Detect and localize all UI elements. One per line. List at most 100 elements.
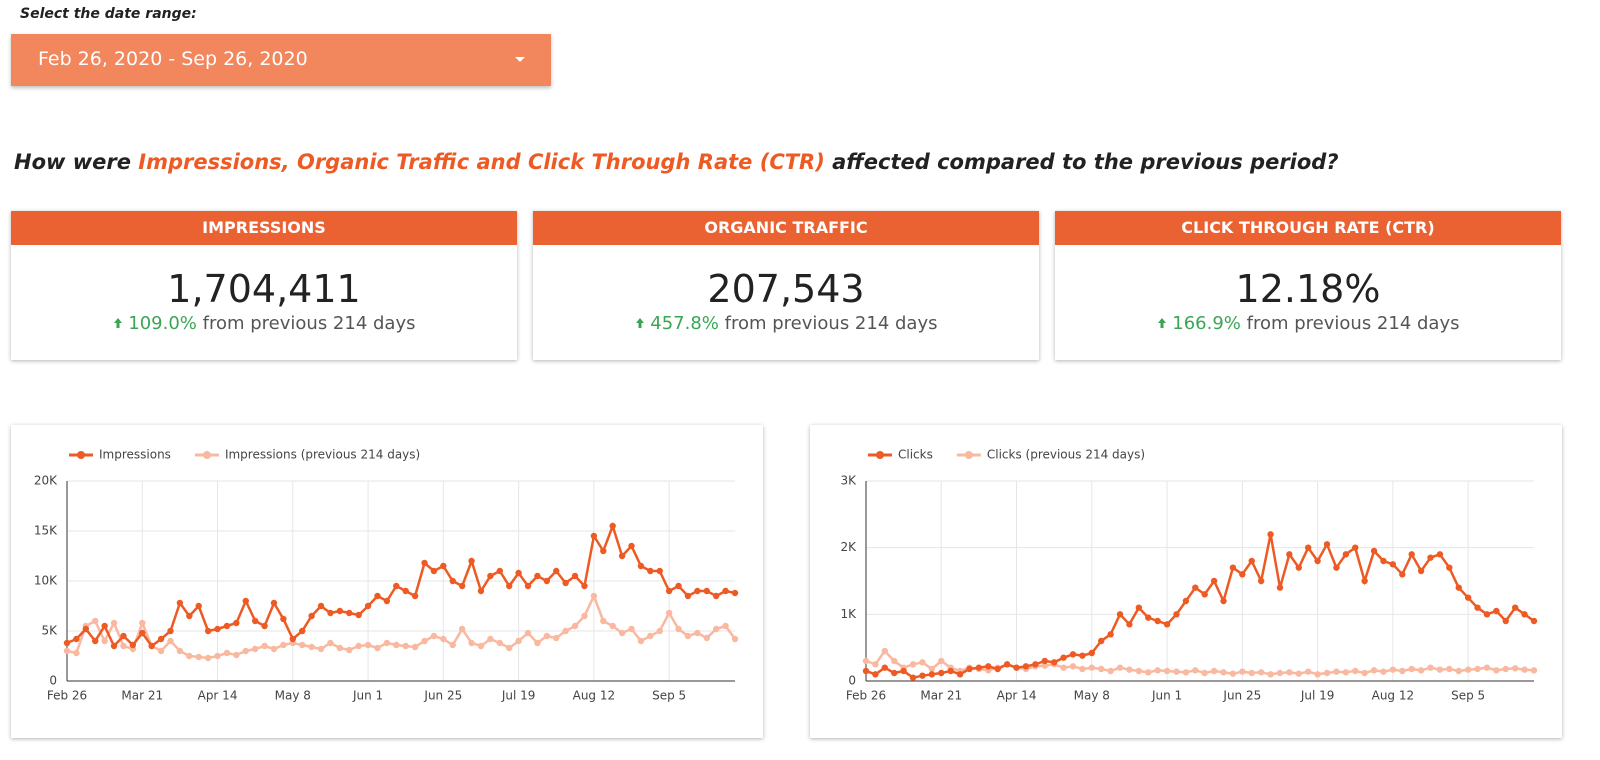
- point: [176, 599, 184, 607]
- point: [73, 649, 80, 657]
- change-comparison: from previous 214 days: [202, 313, 416, 334]
- point: [280, 641, 287, 649]
- point: [881, 664, 889, 671]
- point: [1408, 665, 1415, 673]
- point: [195, 653, 202, 661]
- scorecard-value: 207,543: [707, 267, 865, 311]
- point: [308, 643, 315, 651]
- chart-card: 0 5K 10K 15K 20K Feb 26 Mar 21 Apr 14 May 8 Jun 1…: [11, 425, 763, 738]
- point: [402, 642, 409, 650]
- point: [327, 639, 334, 647]
- point: [1126, 621, 1133, 628]
- question-text: How were: [14, 150, 131, 174]
- point: [712, 592, 720, 600]
- point: [628, 625, 635, 633]
- point: [618, 552, 626, 560]
- point: [1399, 571, 1406, 578]
- up-arrow: [113, 318, 122, 328]
- point: [553, 567, 560, 575]
- point: [1003, 661, 1011, 668]
- point: [242, 597, 249, 605]
- point: [534, 572, 541, 580]
- point: [167, 627, 174, 635]
- point: [204, 654, 212, 662]
- point: [1107, 667, 1114, 675]
- scorecard-change: 109.0% from previous 214 days: [11, 313, 517, 334]
- point: [891, 657, 898, 665]
- point: [731, 589, 739, 597]
- point: [656, 627, 663, 635]
- point: [543, 632, 551, 640]
- point: [214, 625, 221, 633]
- point: [872, 671, 879, 678]
- point: [919, 659, 926, 666]
- point: [1427, 664, 1434, 671]
- point: [919, 672, 926, 679]
- point: [1079, 665, 1086, 673]
- y-tick-label: 20K: [34, 474, 58, 488]
- point: [1380, 557, 1387, 565]
- point: [731, 635, 739, 643]
- point: [581, 582, 588, 590]
- point: [928, 671, 936, 678]
- point: [1286, 551, 1293, 558]
- legend-label: Clicks: [898, 448, 933, 462]
- point: [233, 619, 240, 627]
- point: [1182, 669, 1190, 676]
- point: [186, 652, 193, 660]
- scorecard: IMPRESSIONS 1,704,411 109.0% from previo…: [11, 211, 517, 360]
- point: [543, 577, 551, 585]
- point: [487, 572, 494, 580]
- point: [1446, 564, 1453, 571]
- point: [1427, 554, 1434, 561]
- point: [157, 635, 165, 643]
- series-line: [66, 592, 737, 660]
- point: [1229, 670, 1237, 677]
- point: [524, 629, 532, 637]
- legend-swatch: [876, 451, 884, 459]
- point: [110, 642, 118, 650]
- point: [938, 669, 945, 677]
- point: [1267, 671, 1274, 678]
- point: [346, 609, 353, 617]
- point: [411, 592, 419, 600]
- point: [703, 634, 710, 642]
- point: [966, 665, 973, 673]
- x-tick-label: Apr 14: [997, 689, 1037, 703]
- point: [675, 625, 682, 633]
- point: [1352, 667, 1359, 675]
- point: [204, 627, 212, 635]
- point: [299, 641, 306, 649]
- point: [1464, 666, 1472, 673]
- point: [1380, 668, 1387, 675]
- x-tick-label: Jul 19: [1300, 689, 1335, 703]
- point: [157, 647, 165, 655]
- point: [909, 661, 917, 668]
- point: [355, 611, 362, 619]
- point: [92, 617, 99, 625]
- point: [1257, 669, 1265, 676]
- point: [1474, 604, 1481, 611]
- dropdown-caret: [515, 57, 525, 62]
- point: [1408, 551, 1415, 558]
- point: [1088, 664, 1096, 671]
- change-value: 166.9%: [1172, 313, 1241, 334]
- x-tick-label: May 8: [1074, 689, 1110, 703]
- point: [1342, 669, 1350, 676]
- point: [101, 622, 108, 630]
- point: [684, 592, 692, 600]
- point: [374, 644, 381, 652]
- x-tick-label: Jun 1: [352, 689, 383, 703]
- point: [1107, 631, 1114, 638]
- question-text: affected compared to the previous period…: [832, 150, 1339, 174]
- point: [1210, 577, 1218, 585]
- x-tick-label: Jul 19: [501, 689, 536, 703]
- point: [261, 642, 268, 650]
- point: [1511, 665, 1519, 672]
- date-range-dropdown[interactable]: Feb 26, 2020 - Sep 26, 2020: [11, 34, 551, 86]
- point: [317, 645, 325, 653]
- point: [994, 665, 1001, 673]
- point: [628, 542, 635, 550]
- y-tick-label: 5K: [41, 624, 58, 638]
- point: [1126, 666, 1133, 673]
